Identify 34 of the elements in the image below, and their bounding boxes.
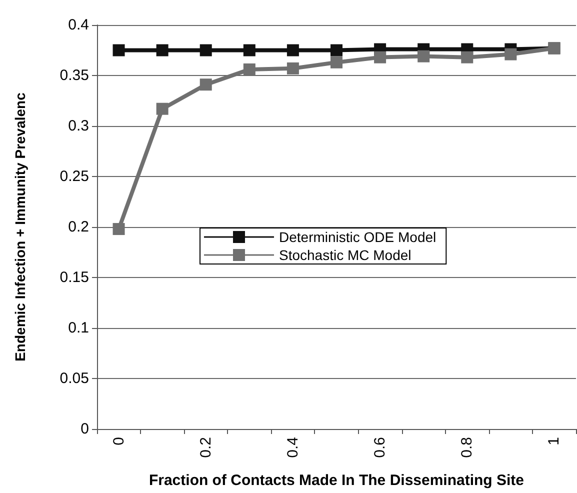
point — [330, 56, 342, 68]
y-tick-label: 0.35 — [60, 67, 89, 84]
point — [112, 223, 125, 236]
y-tick-label: 0.4 — [68, 16, 89, 34]
point — [156, 44, 168, 56]
legend-label: Deterministic ODE Model — [279, 229, 436, 245]
point — [243, 44, 256, 56]
legend-label: Stochastic MC Model — [279, 247, 412, 263]
point — [374, 51, 386, 64]
y-tick-label: 0.25 — [60, 168, 89, 185]
point — [156, 102, 168, 115]
point — [461, 51, 474, 64]
x-tick-label: 0.4 — [284, 437, 302, 458]
y-axis-title: Endemic Infection + Immunity Prevalenc — [12, 92, 28, 362]
x-tick-label: 0.2 — [197, 437, 214, 458]
x-tick-label: 0.6 — [372, 437, 389, 458]
point — [286, 62, 299, 74]
point — [418, 50, 430, 62]
point — [200, 78, 212, 91]
point — [504, 48, 517, 60]
y-tick-label: 0.2 — [68, 218, 89, 236]
point — [286, 44, 299, 56]
y-tick-label: 0.3 — [68, 118, 89, 134]
x-axis-title: Fraction of Contacts Made In The Disseminating Site — [148, 472, 524, 489]
y-tick-label: 0.15 — [60, 269, 89, 286]
point — [112, 44, 125, 56]
point — [243, 63, 256, 76]
y-tick-label: 0.1 — [68, 320, 89, 336]
point — [200, 44, 212, 56]
y-tick-label: 0.05 — [60, 370, 89, 387]
x-tick-label: 1 — [546, 437, 563, 446]
x-tick-label: 0 — [110, 437, 128, 446]
x-tick-label: 0.8 — [458, 437, 476, 458]
point — [330, 44, 342, 56]
